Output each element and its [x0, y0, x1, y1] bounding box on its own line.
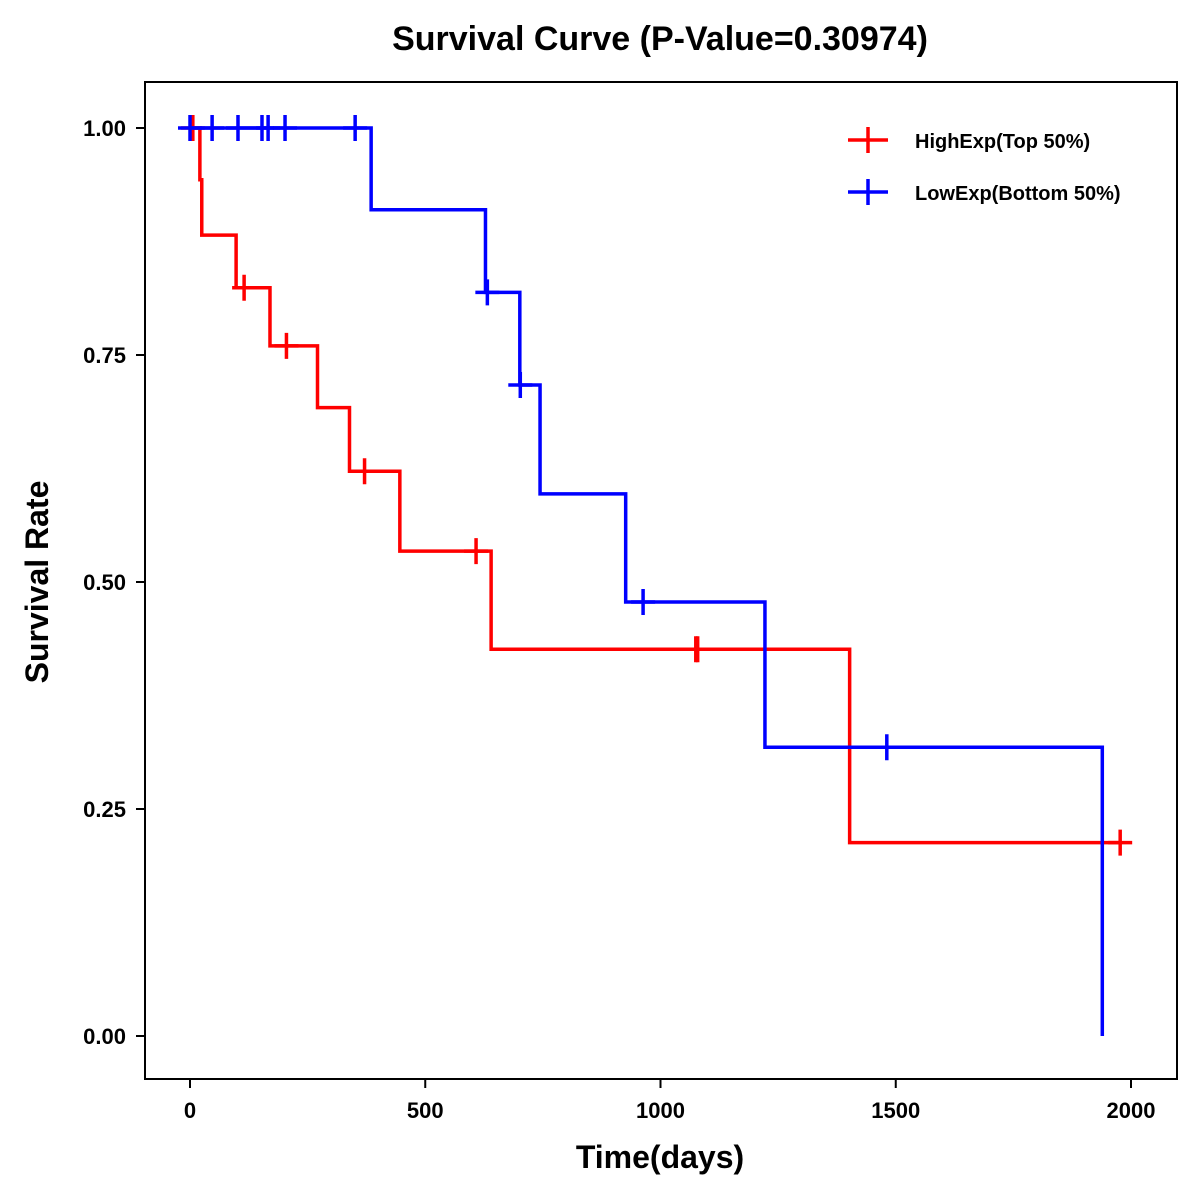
- y-tick-label: 0.50: [83, 570, 126, 595]
- censor-mark: [1108, 829, 1133, 856]
- censor-mark: [464, 538, 489, 565]
- legend-label: LowExp(Bottom 50%): [915, 183, 1121, 205]
- censor-mark: [874, 734, 899, 761]
- censor-mark: [475, 279, 500, 306]
- x-tick-label: 500: [407, 1098, 444, 1123]
- legend-marker-icon: [848, 179, 888, 205]
- censor-mark: [508, 371, 533, 398]
- censor-mark: [352, 458, 377, 485]
- y-tick-label: 1.00: [83, 116, 126, 141]
- censor-mark: [178, 115, 202, 141]
- x-axis-label: Time(days): [576, 1139, 744, 1175]
- censor-mark: [273, 115, 298, 141]
- plot-frame: [144, 81, 1178, 1080]
- x-tick-label: 2000: [1107, 1098, 1156, 1123]
- x-tick-label: 1000: [636, 1098, 685, 1123]
- legend-marker-icon: [848, 127, 888, 153]
- x-tick-label: 0: [184, 1098, 196, 1123]
- survival-curve-low: [190, 126, 1105, 1036]
- chart-title: Survival Curve (P-Value=0.30974): [392, 20, 928, 58]
- censor-mark: [343, 115, 368, 141]
- y-tick-label: 0.00: [83, 1024, 126, 1049]
- legend-label: HighExp(Top 50%): [915, 131, 1090, 153]
- censor-mark: [274, 332, 299, 359]
- survival-curve-high: [190, 126, 1121, 845]
- censor-mark: [225, 115, 250, 141]
- y-axis-label: Survival Rate: [19, 481, 55, 684]
- y-tick-label: 0.75: [83, 343, 126, 368]
- censor-mark: [631, 588, 656, 615]
- censor-mark: [200, 115, 225, 141]
- censor-mark: [232, 274, 257, 301]
- x-tick-label: 1500: [871, 1098, 920, 1123]
- censor-mark: [685, 636, 710, 663]
- y-tick-label: 0.25: [83, 797, 126, 822]
- legend: HighExp(Top 50%) LowExp(Bottom 50%): [848, 127, 1121, 205]
